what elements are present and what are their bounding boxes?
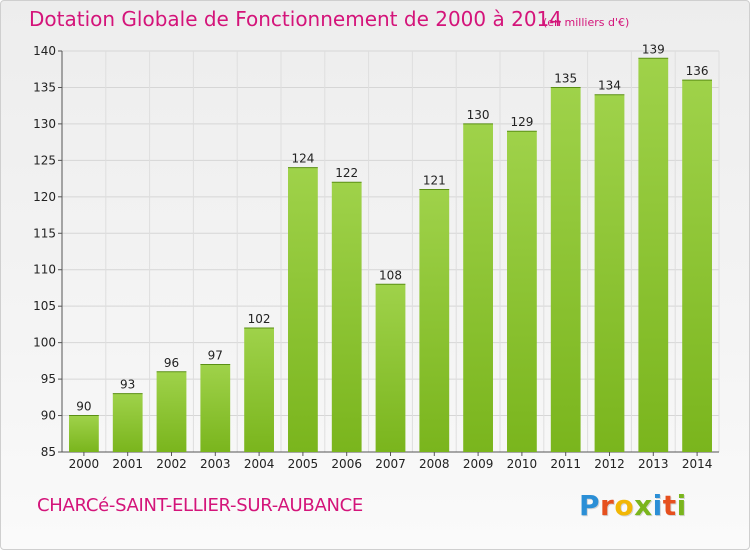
bar — [69, 415, 99, 452]
bar — [419, 189, 450, 452]
data-label: 136 — [686, 64, 709, 78]
bar — [200, 364, 231, 452]
tick-labels: 85 90 95 100 105 110 115 120 125 130 135 140 2000 200… — [33, 44, 712, 471]
data-label: 139 — [642, 42, 665, 56]
x-tick-label: 2002 — [156, 457, 187, 471]
logo-letter: x — [634, 489, 653, 522]
logo-letter: t — [662, 489, 677, 522]
data-labels: 90 93 96 97 102 124 122 108 121 130 129 135 134 139 13… — [76, 42, 708, 413]
bar — [463, 123, 493, 452]
y-tick-label: 115 — [33, 226, 56, 240]
y-tick-label: 120 — [33, 190, 56, 204]
x-tick-label: 2014 — [682, 457, 713, 471]
x-tick-label: 2011 — [550, 457, 581, 471]
bar — [682, 80, 712, 452]
bar — [594, 94, 625, 452]
bar — [331, 182, 362, 452]
data-label: 90 — [76, 400, 91, 414]
y-tick-label: 105 — [33, 299, 56, 313]
chart-subtitle: (en milliers d'€) — [543, 16, 630, 29]
x-tick-label: 2006 — [331, 457, 362, 471]
data-label: 121 — [423, 174, 446, 188]
y-tick-label: 90 — [41, 409, 56, 423]
x-tick-label: 2009 — [463, 457, 494, 471]
data-label: 134 — [598, 79, 621, 93]
bar — [156, 371, 187, 452]
data-label: 108 — [379, 268, 402, 282]
data-label: 130 — [467, 108, 490, 122]
proxiti-logo[interactable]: Proxiti — [579, 489, 687, 522]
bar — [507, 131, 537, 452]
logo-letter: P — [579, 489, 601, 522]
x-tick-label: 2005 — [288, 457, 319, 471]
x-tick-label: 2010 — [507, 457, 538, 471]
y-tick-label: 135 — [33, 80, 56, 94]
logo-letter: o — [614, 489, 635, 522]
data-label: 97 — [208, 349, 223, 363]
logo-letter: i — [652, 489, 663, 522]
bar — [288, 167, 318, 452]
bar — [638, 58, 669, 453]
x-tick-label: 2000 — [69, 457, 100, 471]
y-tick-label: 100 — [33, 336, 56, 350]
chart-title: Dotation Globale de Fonctionnement de 20… — [29, 7, 562, 31]
x-tick-label: 2012 — [594, 457, 625, 471]
x-tick-label: 2001 — [112, 457, 143, 471]
x-tick-label: 2007 — [375, 457, 406, 471]
y-tick-label: 130 — [33, 117, 56, 131]
bar — [375, 284, 406, 452]
logo-letter: r — [600, 489, 615, 522]
y-tick-label: 110 — [33, 263, 56, 277]
logo-letter: i — [676, 489, 687, 522]
x-tick-label: 2013 — [638, 457, 669, 471]
bar — [550, 87, 581, 453]
y-tick-label: 140 — [33, 44, 56, 58]
data-label: 96 — [164, 356, 179, 370]
y-tick-label: 125 — [33, 153, 56, 167]
data-label: 122 — [335, 166, 358, 180]
x-tick-label: 2004 — [244, 457, 275, 471]
data-label: 124 — [291, 152, 314, 166]
commune-name: CHARCé-SAINT-ELLIER-SUR-AUBANCE — [37, 495, 363, 516]
data-label: 102 — [248, 312, 271, 326]
bar — [112, 393, 143, 452]
data-label: 93 — [120, 378, 135, 392]
bars — [69, 57, 712, 453]
bar — [244, 328, 274, 452]
y-tick-label: 95 — [41, 372, 56, 386]
y-tick-label: 85 — [41, 445, 56, 459]
data-label: 129 — [510, 115, 533, 129]
x-tick-label: 2003 — [200, 457, 231, 471]
data-label: 135 — [554, 71, 577, 85]
x-tick-label: 2008 — [419, 457, 450, 471]
